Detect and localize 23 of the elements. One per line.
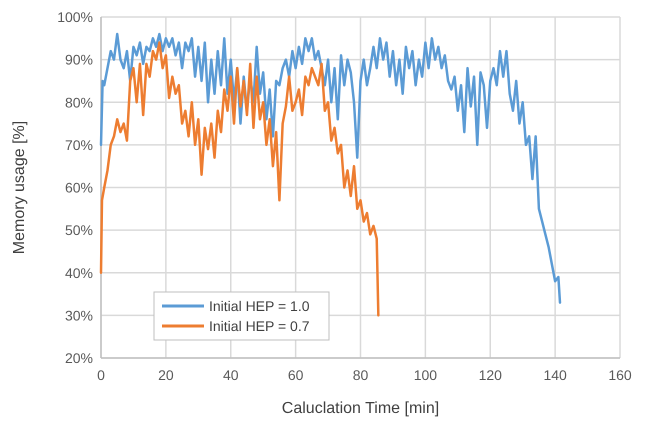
x-tick-label: 140	[543, 367, 568, 383]
y-tick-label: 20%	[64, 350, 93, 366]
legend-label: Initial HEP = 0.7	[209, 318, 310, 334]
line-series	[100, 41, 380, 317]
x-tick-label: 60	[288, 367, 304, 383]
legend-label: Initial HEP = 1.0	[209, 298, 310, 314]
x-tick-label: 40	[222, 367, 239, 383]
y-tick-label: 100%	[57, 9, 93, 25]
y-tick-label: 30%	[64, 307, 93, 324]
x-tick-label: 0	[97, 367, 106, 383]
x-tick-label: 20	[158, 367, 174, 383]
y-tick-label: 90%	[64, 52, 93, 68]
y-tick-label: 50%	[64, 222, 93, 238]
x-tick-label: 80	[352, 367, 368, 383]
x-axis-title: Caluclation Time [min]	[282, 400, 440, 417]
x-tick-label: 160	[608, 367, 632, 383]
y-tick-label: 40%	[64, 264, 93, 281]
y-axis-title: Memory usage [%]	[11, 120, 28, 254]
y-tick-label: 80%	[64, 94, 93, 110]
x-tick-label: 100	[414, 367, 438, 383]
y-tick-label: 60%	[64, 180, 93, 196]
y-tick-label: 70%	[64, 136, 93, 153]
x-tick-label: 120	[478, 367, 502, 383]
